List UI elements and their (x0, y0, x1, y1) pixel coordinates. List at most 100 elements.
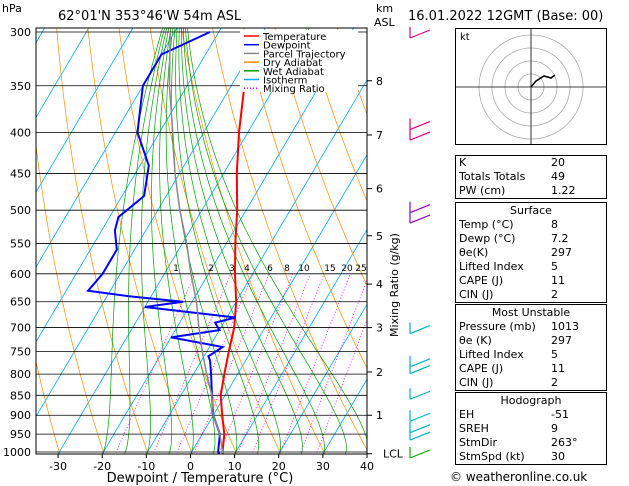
wind-barb (409, 424, 431, 434)
dry-adiabat-line (305, 28, 367, 202)
legend-label: Temperature (262, 32, 326, 43)
km-tick-label: 8 (376, 75, 383, 88)
table-key: Dewp (°C) (459, 232, 516, 245)
wind-barb (409, 449, 431, 459)
table-key: CAPE (J) (459, 362, 504, 375)
pressure-tick-label: 450 (10, 167, 31, 180)
pressure-tick-label: 800 (10, 368, 31, 381)
pressure-tick-label: 400 (10, 126, 31, 139)
isotherm-line (145, 79, 367, 454)
table-row: Pressure (mb) 1013 (456, 320, 606, 334)
table-value: 30 (551, 450, 565, 463)
wind-barb (409, 131, 431, 141)
x-tick-label: -30 (49, 460, 67, 473)
location-title: 62°01'N 353°46'W 54m ASL (58, 9, 242, 24)
wind-barb (409, 364, 431, 375)
datetime-title: 16.01.2022 12GMT (Base: 00) (408, 9, 603, 24)
mixing-ratio-label: 10 (298, 264, 310, 274)
table-value: 2 (551, 288, 558, 301)
parcel-trajectory-series-line (168, 31, 225, 454)
wet-adiabat-line (102, 28, 163, 454)
wet-adiabat-line (175, 28, 260, 454)
table-key: StmDir (459, 436, 498, 449)
pressure-tick-label: 950 (10, 428, 31, 441)
dewpoint-series-line (86, 31, 236, 454)
x-tick-label: -20 (93, 460, 111, 473)
x-tick-label: 30 (316, 460, 330, 473)
table-value: 5 (551, 260, 558, 273)
mixing-ratio-label: 25 (355, 264, 366, 274)
pressure-tick-label: 500 (10, 204, 31, 217)
hodograph-trace (530, 74, 556, 88)
mixing-ratio-label: 2 (208, 264, 214, 274)
x-tick-label: 10 (228, 460, 242, 473)
table-value: 11 (551, 274, 565, 287)
legend-label: Isotherm (263, 76, 307, 87)
mixing-ratio-line (193, 273, 270, 454)
wet-adiabat-line (124, 28, 166, 454)
dry-adiabat-line (36, 360, 61, 454)
wet-adiabat-line (185, 28, 347, 454)
hodograph-unit-label: kt (460, 32, 470, 43)
dry-adiabat-line (36, 143, 105, 454)
x-tick-label: 0 (187, 460, 194, 473)
wind-barb (409, 204, 431, 214)
pressure-tick-label: 850 (10, 389, 31, 402)
plot-frame (35, 27, 368, 455)
legend-box (240, 30, 358, 92)
wind-barb (409, 120, 431, 131)
table-row: Temp (°C) 8 (456, 218, 606, 232)
wet-adiabat-line (180, 28, 303, 454)
dry-adiabat-line (212, 28, 367, 451)
mixing-ratio-label: 8 (284, 264, 290, 274)
hodograph-svg: kt (456, 29, 606, 144)
dry-adiabat-line (87, 28, 193, 454)
table-row: CAPE (J) 11 (456, 274, 606, 288)
table-value: 5 (551, 348, 558, 361)
hpa-label: hPa (2, 2, 22, 15)
x-tick-label: -10 (137, 460, 155, 473)
table-key: θe (K) (459, 334, 492, 347)
table-row: θe(K) 297 (456, 246, 606, 260)
dry-adiabat-line (149, 28, 282, 454)
isotherm-line (322, 378, 367, 454)
km-tick-label: 5 (376, 230, 383, 243)
wet-adiabat-line (165, 28, 216, 454)
mixing-ratio-line (114, 273, 196, 454)
table-value: 9 (551, 422, 558, 435)
table-key: PW (cm) (459, 184, 506, 197)
table-row: StmDir 263° (456, 436, 606, 450)
table-key: StmSpd (kt) (459, 450, 525, 463)
dry-adiabat-line (56, 28, 149, 454)
wind-barb (409, 325, 431, 335)
wind-barb (409, 390, 431, 400)
table-row: θe (K) 297 (456, 334, 606, 348)
isotherm-line (36, 28, 134, 193)
table-row: EH -51 (456, 408, 606, 422)
table-value: 1.22 (551, 184, 576, 197)
table-value: 7.2 (551, 232, 569, 245)
wet-adiabat-line (171, 28, 238, 454)
table-row: Lifted Index 5 (456, 260, 606, 274)
surface-table: Surface Temp (°C) 8 Dewp (°C) 7.2 θe(K) 297 Lif… (455, 202, 607, 303)
hodograph-stats-table: Hodograph EH -51 SREH 9 StmDir 263° StmSpd (kt)… (455, 392, 607, 465)
table-value: 297 (551, 334, 572, 347)
pressure-tick-label: 650 (10, 296, 31, 309)
isotherm-line (278, 303, 367, 454)
km-tick-label: 3 (376, 322, 383, 335)
x-tick-label: 20 (272, 460, 286, 473)
wind-barb (409, 29, 431, 39)
km-tick-label: LCL (383, 448, 404, 461)
pressure-tick-label: 1000 (3, 446, 31, 459)
mixing-ratio-label: 3 (229, 264, 235, 274)
legend-label: Wet Adiabat (263, 67, 324, 78)
dry-adiabat-line (274, 28, 367, 287)
table-title: Surface (510, 204, 552, 217)
mixing-ratio-line (299, 278, 367, 454)
asl-label: ASL (374, 16, 396, 29)
pressure-tick-label: 600 (10, 268, 31, 281)
pressure-tick-label: 350 (10, 80, 31, 93)
table-value: 49 (551, 170, 565, 183)
table-row: Dewp (°C) 7.2 (456, 232, 606, 246)
wet-adiabat-line (140, 28, 168, 454)
